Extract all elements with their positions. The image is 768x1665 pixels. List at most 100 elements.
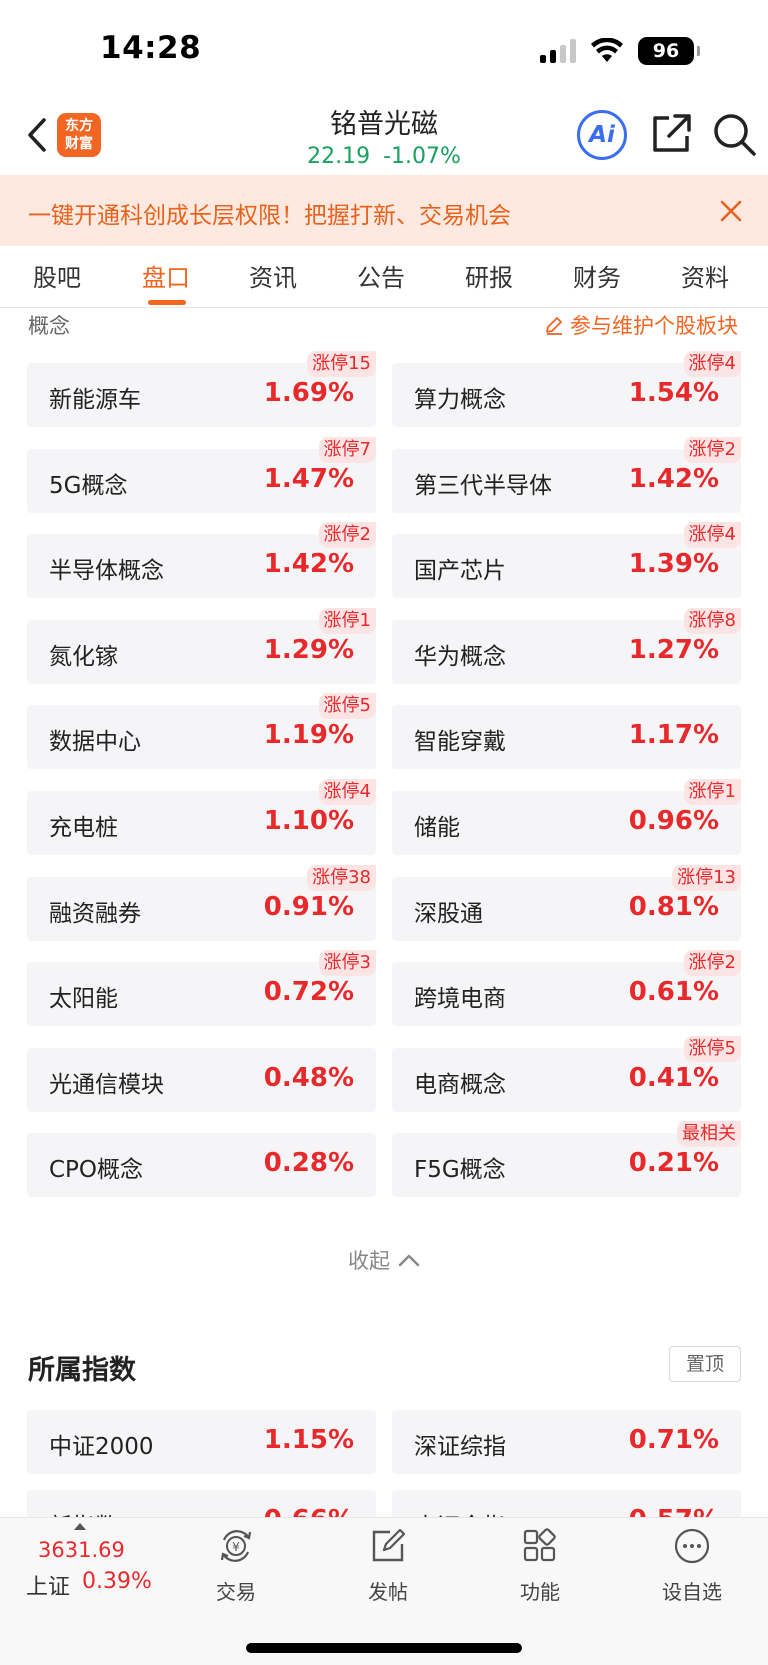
concept-name: 储能 xyxy=(414,815,460,841)
concept-change-pct: 1.47% xyxy=(263,464,354,494)
limit-up-badge: 涨停5 xyxy=(683,1036,741,1062)
concept-name: CPO概念 xyxy=(49,1157,144,1183)
concept-change-pct: 1.42% xyxy=(628,464,719,494)
maintain-sector-label: 参与维护个股板块 xyxy=(570,314,738,338)
concept-change-pct: 1.17% xyxy=(628,720,719,750)
promo-text[interactable]: 一键开通科创成长层权限！把握打新、交易机会 xyxy=(28,203,511,229)
concept-card[interactable]: 数据中心 1.19% 涨停5 xyxy=(27,693,376,769)
tab-news[interactable]: 资讯 xyxy=(249,264,297,292)
post-button[interactable]: 发帖 xyxy=(333,1526,443,1605)
limit-up-badge: 涨停38 xyxy=(307,865,376,891)
market-index-value[interactable]: 3631.69 xyxy=(38,1538,125,1562)
concept-change-pct: 1.10% xyxy=(263,806,354,836)
concept-card[interactable]: 第三代半导体 1.42% 涨停2 xyxy=(392,437,741,513)
tab-guba[interactable]: 股吧 xyxy=(33,264,81,292)
concept-card[interactable]: 太阳能 0.72% 涨停3 xyxy=(27,950,376,1026)
concept-change-pct: 1.39% xyxy=(628,549,719,579)
concept-name: 深股通 xyxy=(414,901,483,927)
maintain-sector-link[interactable]: 参与维护个股板块 xyxy=(544,310,738,340)
tab-announcements[interactable]: 公告 xyxy=(357,264,405,292)
post-label: 发帖 xyxy=(368,1580,408,1604)
concept-card[interactable]: 跨境电商 0.61% 涨停2 xyxy=(392,950,741,1026)
concept-name: 华为概念 xyxy=(414,644,506,670)
tab-pankou[interactable]: 盘口 xyxy=(142,264,190,292)
tab-research[interactable]: 研报 xyxy=(465,264,513,292)
concept-card[interactable]: CPO概念 0.28% xyxy=(27,1133,376,1197)
market-index-label[interactable]: 上证 xyxy=(26,1575,71,1600)
concept-card[interactable]: 国产芯片 1.39% 涨停4 xyxy=(392,522,741,598)
concept-card[interactable]: F5G概念 0.21% 最相关 xyxy=(392,1121,741,1197)
promo-banner[interactable] xyxy=(0,175,768,246)
add-watchlist-button[interactable]: 设自选 xyxy=(637,1526,747,1605)
concept-card[interactable]: 光通信模块 0.48% xyxy=(27,1048,376,1112)
wifi-icon xyxy=(591,38,623,62)
concept-name: 融资融券 xyxy=(49,901,141,927)
trade-label: 交易 xyxy=(216,1580,256,1604)
index-card[interactable]: 中证2000 1.15% xyxy=(27,1410,376,1474)
chevron-up-icon xyxy=(398,1254,420,1267)
battery-icon: 96 xyxy=(638,37,700,65)
concept-name: 太阳能 xyxy=(49,986,118,1012)
concept-card[interactable]: 电商概念 0.41% 涨停5 xyxy=(392,1036,741,1112)
functions-button[interactable]: 功能 xyxy=(485,1526,595,1605)
concept-change-pct: 0.41% xyxy=(628,1063,719,1093)
pin-to-top-button[interactable]: 置顶 xyxy=(669,1346,741,1382)
concept-card[interactable]: 华为概念 1.27% 涨停8 xyxy=(392,608,741,684)
limit-up-badge: 最相关 xyxy=(677,1121,741,1147)
share-icon[interactable] xyxy=(649,112,693,156)
search-icon[interactable] xyxy=(710,110,758,158)
limit-up-badge: 涨停4 xyxy=(318,779,376,805)
concept-name: 氮化镓 xyxy=(49,644,118,670)
tab-finance[interactable]: 财务 xyxy=(573,264,621,292)
concept-card[interactable]: 智能穿戴 1.17% xyxy=(392,705,741,769)
concept-card[interactable]: 算力概念 1.54% 涨停4 xyxy=(392,351,741,427)
concept-section-title: 概念 xyxy=(28,314,70,338)
concept-name: 算力概念 xyxy=(414,387,506,413)
functions-label: 功能 xyxy=(520,1580,560,1604)
cellular-signal-icon xyxy=(540,39,576,63)
concept-name: 光通信模块 xyxy=(49,1072,164,1098)
concept-change-pct: 0.91% xyxy=(263,892,354,922)
trade-button[interactable]: ¥ 交易 xyxy=(181,1526,291,1605)
concept-change-pct: 0.81% xyxy=(628,892,719,922)
limit-up-badge: 涨停2 xyxy=(683,950,741,976)
concept-card[interactable]: 融资融券 0.91% 涨停38 xyxy=(27,865,376,941)
concept-change-pct: 1.54% xyxy=(628,378,719,408)
index-card[interactable]: 深证综指 0.71% xyxy=(392,1410,741,1474)
active-tab-indicator xyxy=(148,300,186,305)
concept-change-pct: 0.72% xyxy=(263,977,354,1007)
limit-up-badge: 涨停2 xyxy=(318,522,376,548)
collapse-button[interactable]: 收起 xyxy=(348,1245,420,1275)
back-arrow-icon[interactable] xyxy=(22,112,52,158)
concept-card[interactable]: 深股通 0.81% 涨停13 xyxy=(392,865,741,941)
index-name: 中证2000 xyxy=(49,1434,154,1460)
status-time: 14:28 xyxy=(100,30,202,66)
concept-card[interactable]: 储能 0.96% 涨停1 xyxy=(392,779,741,855)
limit-up-badge: 涨停4 xyxy=(683,522,741,548)
concept-card[interactable]: 新能源车 1.69% 涨停15 xyxy=(27,351,376,427)
concept-card[interactable]: 半导体概念 1.42% 涨停2 xyxy=(27,522,376,598)
ai-icon: Ai xyxy=(589,122,615,148)
concept-name: 第三代半导体 xyxy=(414,473,552,499)
ai-button[interactable]: Ai xyxy=(577,110,627,160)
concept-name: 电商概念 xyxy=(414,1072,506,1098)
concept-change-pct: 1.27% xyxy=(628,635,719,665)
concept-name: 半导体概念 xyxy=(49,558,164,584)
tab-profile[interactable]: 资料 xyxy=(681,264,729,292)
trade-yuan-icon: ¥ xyxy=(220,1530,252,1562)
add-watchlist-label: 设自选 xyxy=(662,1580,722,1604)
index-section-title: 所属指数 xyxy=(28,1355,136,1386)
app-logo[interactable]: 东方财富 xyxy=(57,113,101,157)
expand-arrow-icon[interactable] xyxy=(74,1523,86,1530)
concept-card[interactable]: 5G概念 1.47% 涨停7 xyxy=(27,437,376,513)
concept-name: 充电桩 xyxy=(49,815,118,841)
home-indicator xyxy=(246,1643,522,1653)
market-index-change[interactable]: 0.39% xyxy=(82,1569,152,1594)
compose-icon xyxy=(372,1528,406,1562)
concept-card[interactable]: 充电桩 1.10% 涨停4 xyxy=(27,779,376,855)
grid-apps-icon xyxy=(523,1528,556,1562)
limit-up-badge: 涨停13 xyxy=(672,865,741,891)
close-icon[interactable] xyxy=(718,198,744,224)
svg-text:¥: ¥ xyxy=(232,1540,240,1554)
concept-card[interactable]: 氮化镓 1.29% 涨停1 xyxy=(27,608,376,684)
